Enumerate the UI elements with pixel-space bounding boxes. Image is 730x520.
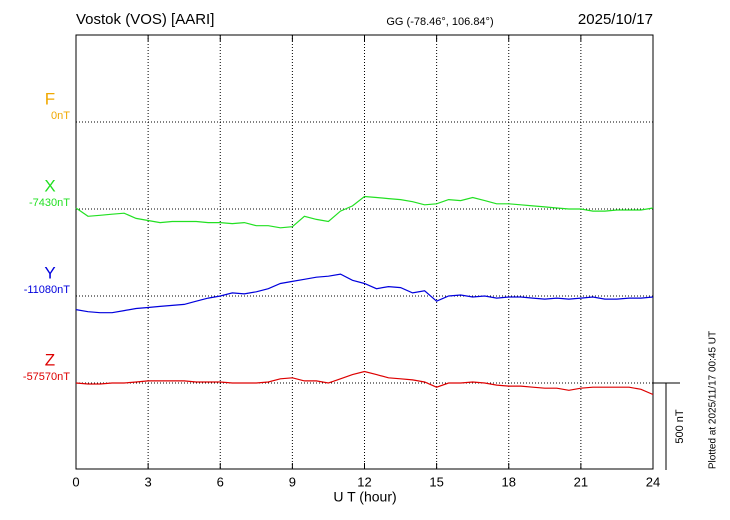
series-line bbox=[75, 195, 654, 229]
x-tick-label: 12 bbox=[357, 474, 371, 489]
x-axis-label: U T (hour) bbox=[333, 489, 396, 505]
baseline-label: -57570nT bbox=[23, 371, 70, 383]
chart-title: Vostok (VOS) [AARI] bbox=[76, 11, 214, 28]
baseline-label: -11080nT bbox=[24, 284, 71, 296]
scale-label: 500 nT bbox=[674, 409, 686, 444]
series-name: Y bbox=[44, 263, 55, 282]
series-line bbox=[75, 273, 654, 314]
coordinates: GG (-78.46°, 106.84°) bbox=[386, 16, 493, 28]
plot-note: Plotted at 2025/11/17 00:45 UT bbox=[708, 331, 719, 469]
baseline-label: -7430nT bbox=[29, 197, 70, 209]
series-name: X bbox=[44, 176, 55, 195]
series-line bbox=[75, 370, 654, 396]
x-tick-label: 24 bbox=[646, 474, 660, 489]
series-name: Z bbox=[45, 350, 55, 369]
x-tick-label: 6 bbox=[217, 474, 224, 489]
x-tick-label: 9 bbox=[289, 474, 296, 489]
x-tick-label: 3 bbox=[145, 474, 152, 489]
date: 2025/10/17 bbox=[578, 11, 653, 28]
x-tick-label: 18 bbox=[502, 474, 516, 489]
x-tick-label: 0 bbox=[72, 474, 79, 489]
series-name: F bbox=[45, 89, 55, 108]
x-tick-label: 21 bbox=[574, 474, 588, 489]
baseline-label: 0nT bbox=[51, 110, 70, 122]
x-tick-label: 15 bbox=[429, 474, 443, 489]
